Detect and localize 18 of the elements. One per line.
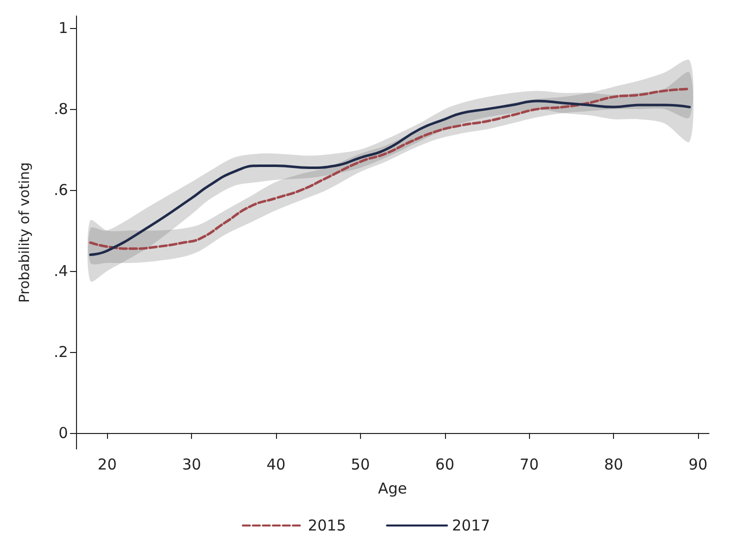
y-tick-label: .4 xyxy=(54,262,68,280)
y-tick-label: .8 xyxy=(54,100,68,118)
legend-label: 2017 xyxy=(452,516,490,534)
y-axis-title: Probability of voting xyxy=(17,162,33,303)
x-tick-label: 70 xyxy=(520,456,539,474)
x-tick-label: 40 xyxy=(266,456,286,474)
x-tick-label: 80 xyxy=(604,456,624,474)
x-tick-label: 20 xyxy=(98,456,117,474)
y-tick-label: .2 xyxy=(54,342,68,361)
x-tick-label: 30 xyxy=(182,456,202,474)
y-tick-label: 1 xyxy=(58,19,68,38)
y-tick-label: 0 xyxy=(58,424,68,442)
x-tick-label: 90 xyxy=(688,456,708,474)
x-axis-title: Age xyxy=(378,480,408,498)
y-tick-label: .6 xyxy=(54,181,68,200)
x-tick-label: 60 xyxy=(435,456,454,474)
x-tick-label: 50 xyxy=(350,456,370,474)
legend-label: 2015 xyxy=(308,516,346,534)
